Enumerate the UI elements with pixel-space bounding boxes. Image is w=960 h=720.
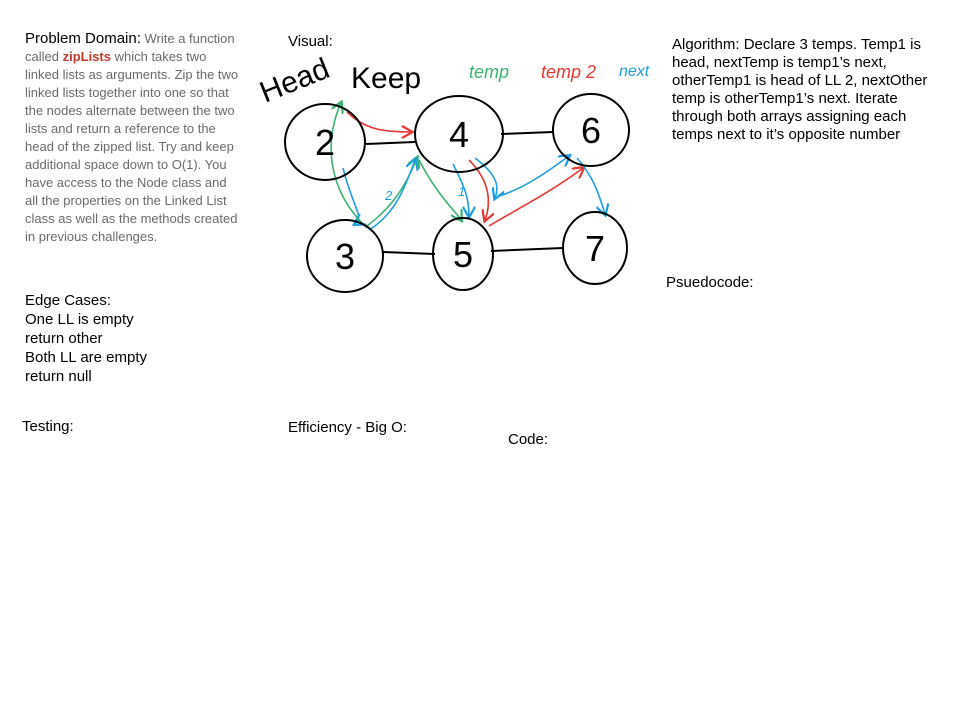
edge-cases-label: Edge Cases: <box>25 292 111 309</box>
edge-cases: Edge Cases: One LL is empty return other… <box>25 291 225 386</box>
edge-case-line: return null <box>25 368 92 385</box>
link-2-4 <box>364 141 416 145</box>
temp2-arrow <box>488 168 583 227</box>
next-arrow <box>576 157 605 214</box>
next-arrow <box>498 156 569 197</box>
linked-list-diagram: Head Keep temp temp 2 next 2 1 2 4 6 <box>255 52 650 293</box>
visual-label: Visual: <box>288 33 333 50</box>
code-label: Code: <box>508 431 549 448</box>
efficiency-label: Efficiency - Big O: <box>288 419 407 436</box>
node-value: 3 <box>335 236 355 277</box>
node-value: 2 <box>315 122 335 163</box>
node-value: 6 <box>581 110 601 151</box>
node-3: 3 <box>306 219 384 293</box>
edge-case-line: return other <box>25 330 103 347</box>
node-value: 4 <box>449 114 469 155</box>
node-5: 5 <box>432 217 494 291</box>
problem-text-before: Write a function called <box>25 31 235 64</box>
testing-label: Testing: <box>22 418 74 435</box>
node-value: 5 <box>453 234 473 275</box>
node-6: 6 <box>552 93 630 167</box>
arrow-step-label: 2 <box>384 188 393 203</box>
temp-arrow <box>418 159 461 220</box>
temp2-arrow <box>346 111 411 132</box>
next-arrow <box>368 160 415 231</box>
edge-case-line: Both LL are empty <box>25 349 148 366</box>
next-legend: next <box>619 63 650 80</box>
problem-domain-label: Problem Domain: <box>25 30 141 47</box>
problem-domain: Problem Domain: Write a function called … <box>25 30 240 246</box>
temp2-legend: temp 2 <box>541 62 596 82</box>
link-3-5 <box>382 251 436 255</box>
problem-text-after: which takes two linked lists as argument… <box>25 49 239 244</box>
temp2-arrow <box>468 159 488 220</box>
link-4-6 <box>500 131 554 135</box>
keep-annotation: Keep <box>351 62 421 95</box>
node-4: 4 <box>414 95 504 173</box>
temp-legend: temp <box>469 62 509 82</box>
pseudocode-label: Psuedocode: <box>666 274 754 291</box>
edge-case-line: One LL is empty <box>25 311 134 328</box>
node-7: 7 <box>562 211 628 285</box>
node-value: 7 <box>585 228 605 269</box>
next-arrow <box>452 163 469 216</box>
list-links <box>364 131 564 255</box>
function-name-highlight: zipLists <box>62 49 111 64</box>
pointer-arrows <box>330 103 605 231</box>
algorithm-text: Algorithm: Declare 3 temps. Temp1 is hea… <box>672 36 928 143</box>
arrow-step-label: 1 <box>458 184 465 199</box>
head-annotation: Head <box>255 52 334 109</box>
temp-arrow <box>330 103 368 229</box>
next-arrow <box>474 157 497 198</box>
node-2: 2 <box>284 103 366 181</box>
link-5-7 <box>490 247 564 252</box>
